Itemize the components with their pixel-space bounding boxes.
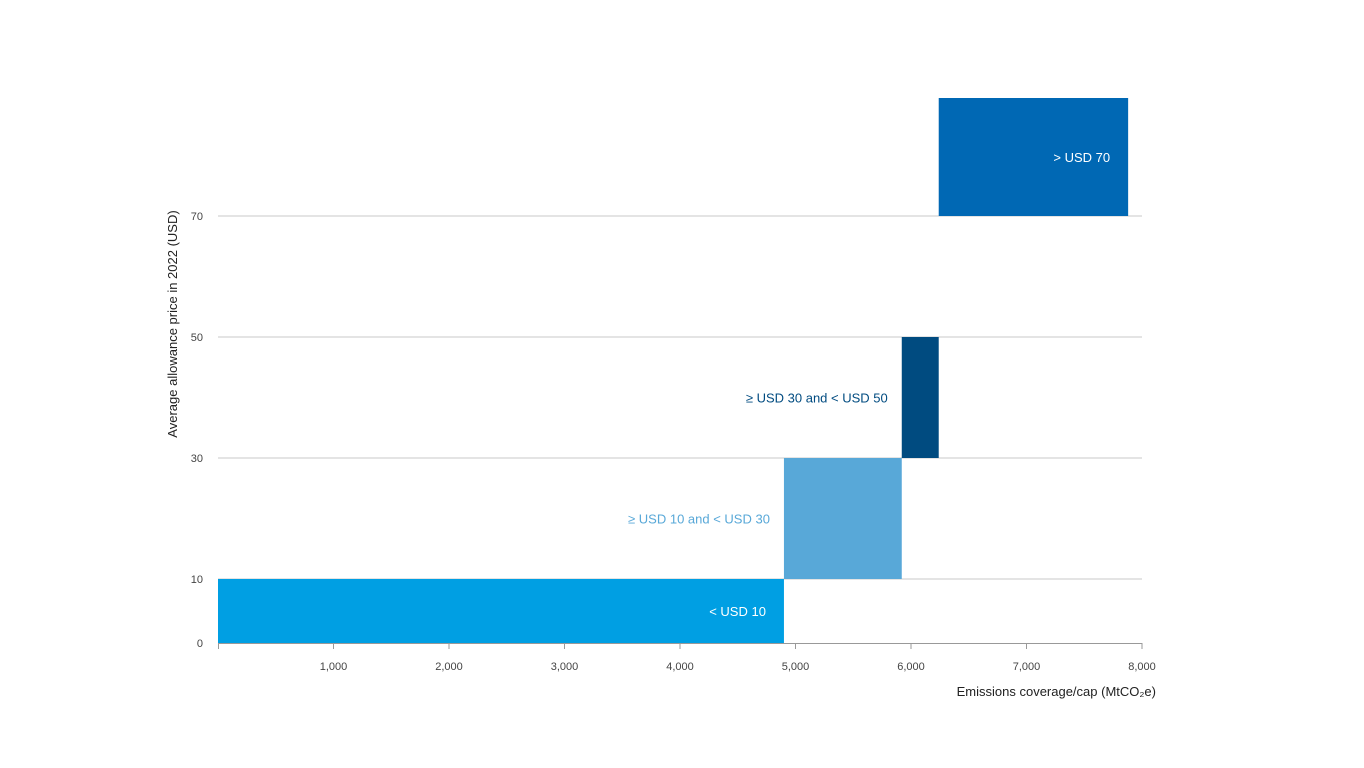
y-tick-label: 30: [191, 453, 203, 465]
y-tick-label: 0: [197, 638, 203, 650]
price-band-label: > USD 70: [1053, 150, 1110, 165]
price-band-label: ≥ USD 10 and < USD 30: [628, 512, 770, 527]
x-tick-label: 2,000: [435, 661, 463, 673]
y-tick-label: 70: [191, 211, 203, 223]
x-tick-label: 5,000: [782, 661, 810, 673]
x-tick-label: 1,000: [320, 661, 348, 673]
x-tick-label: 8,000: [1128, 661, 1156, 673]
x-tick-label: 4,000: [666, 661, 694, 673]
price-band-0: [218, 579, 784, 643]
y-tick-label: 50: [191, 332, 203, 344]
x-tick-label: 7,000: [1013, 661, 1041, 673]
price-band-3: [938, 98, 1129, 216]
x-tick-label: 6,000: [897, 661, 925, 673]
price-band-2: [901, 337, 939, 458]
price-bands: < USD 10 ≥ USD 10 and < USD 30 ≥ USD 30 an…: [218, 98, 1129, 643]
y-axis-title: Average allowance price in 2022 (USD): [165, 210, 180, 437]
price-band-label: < USD 10: [709, 604, 766, 619]
y-axis: 0 10 30 50 70: [191, 211, 203, 650]
price-band-label: ≥ USD 30 and < USD 50: [746, 391, 888, 406]
x-axis: 1,000 2,000 3,000 4,000 5,000 6,000 7,000 8,000: [218, 643, 1156, 673]
x-axis-title: Emissions coverage/cap (MtCO₂e): [957, 684, 1156, 699]
y-tick-label: 10: [191, 574, 203, 586]
price-band-1: [783, 458, 902, 579]
x-tick-label: 3,000: [551, 661, 579, 673]
